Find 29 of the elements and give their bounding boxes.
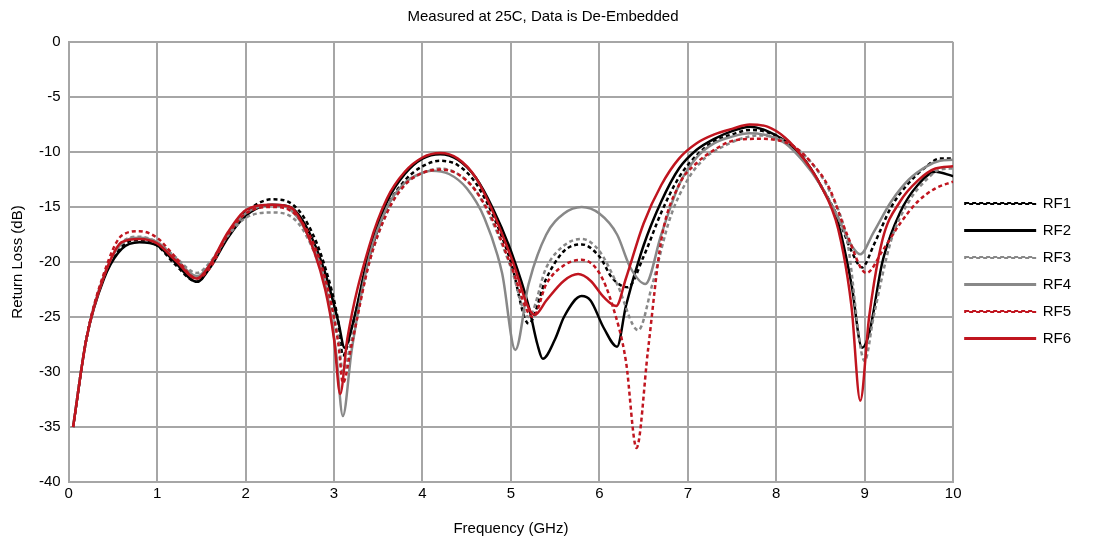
legend-label: RF5: [1042, 301, 1072, 319]
x-axis-title: Frequency (GHz): [453, 519, 569, 537]
y-tick-label: -35: [38, 417, 61, 435]
legend-label: RF1: [1042, 193, 1072, 211]
y-axis-title: Return Loss (dB): [8, 205, 26, 319]
x-tick-label: 0: [64, 484, 73, 502]
y-tick-label: -15: [38, 197, 61, 215]
x-tick-label: 10: [944, 484, 962, 502]
y-tick-label: -40: [38, 472, 61, 490]
x-tick-label: 9: [860, 484, 869, 502]
y-tick-label: -30: [38, 362, 61, 380]
x-tick-label: 1: [152, 484, 162, 502]
x-tick-label: 3: [329, 484, 339, 502]
x-tick-label: 8: [772, 484, 781, 502]
y-tick-label: 0: [52, 32, 61, 50]
x-tick-label: 7: [683, 484, 692, 502]
legend-label: RF4: [1042, 274, 1072, 292]
y-tick-label: -10: [38, 142, 61, 160]
legend-label: RF6: [1042, 328, 1072, 346]
x-tick-label: 4: [418, 484, 427, 502]
y-tick-label: -20: [38, 252, 61, 270]
legend-label: RF2: [1042, 220, 1072, 238]
x-tick-label: 2: [241, 484, 250, 502]
chart-title: Measured at 25C, Data is De-Embedded: [407, 7, 679, 25]
x-tick-label: 5: [506, 484, 516, 502]
legend-label: RF3: [1042, 247, 1072, 265]
x-tick-label: 6: [595, 484, 604, 502]
y-tick-label: -25: [38, 307, 61, 325]
y-tick-label: -5: [47, 87, 61, 105]
